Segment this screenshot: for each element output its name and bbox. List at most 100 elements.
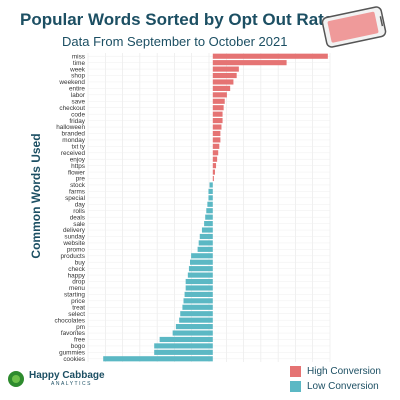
tick-label-website: website (62, 240, 85, 247)
tick-label-pre: pre (76, 176, 86, 183)
tick-label-treat: treat (72, 304, 85, 311)
bar-free (159, 336, 213, 343)
bar-day (207, 201, 213, 207)
bar-save (212, 98, 225, 104)
bar-code (212, 111, 223, 117)
tick-label-stock: stock (70, 182, 86, 189)
tick-label-txt-ty: txt ty (72, 144, 86, 151)
bar-pre (212, 175, 214, 182)
bar-labor (212, 92, 227, 98)
tick-label-monday: monday (62, 137, 86, 144)
bar-website (198, 240, 213, 246)
bar-halloween (212, 124, 222, 130)
tick-label-chocolates: chocolates (54, 317, 85, 324)
tick-label-save: save (72, 98, 86, 105)
tick-label-free: free (74, 337, 85, 344)
tick-label-promo: promo (67, 247, 86, 254)
tick-label-favorites: favorites (61, 330, 85, 337)
tick-label-week: week (69, 66, 86, 73)
legend-item-low: Low Conversion (290, 379, 381, 393)
bar-check (188, 266, 213, 272)
bar-delivery (201, 227, 213, 233)
tick-label-enjoy: enjoy (70, 156, 86, 163)
bar-flower (212, 169, 215, 175)
bar-shop (212, 72, 237, 79)
tick-label-rolls: rolls (73, 208, 85, 215)
tick-label-flower: flower (68, 169, 86, 176)
chart-title: Popular Words Sorted by Opt Out Rate (20, 10, 334, 29)
legend-item-high: High Conversion (290, 364, 381, 378)
legend-label-low: Low Conversion (307, 380, 379, 392)
tick-label-weekend: weekend (58, 79, 85, 86)
tick-label-happy: happy (68, 272, 86, 279)
bar-products (191, 253, 213, 259)
legend: High Conversion Low Conversion (290, 364, 381, 394)
tick-label-gummies: gummies (59, 350, 85, 357)
tick-label-https: https (71, 163, 85, 170)
brand-name: Happy Cabbage (29, 370, 105, 381)
tick-label-products: products (60, 253, 85, 260)
bar-select (180, 311, 213, 317)
tick-label-buy: buy (75, 259, 86, 266)
bar-promo (197, 246, 213, 252)
tick-label-day: day (75, 201, 86, 208)
chart-subtitle: Data From September to October 2021 (62, 34, 288, 49)
tick-label-check: check (68, 266, 85, 273)
bar-txt-ty (212, 143, 220, 149)
bar-cookies (103, 356, 213, 362)
tick-label-shop: shop (71, 73, 85, 80)
bar-buy (190, 259, 213, 265)
bar-checkout (212, 105, 224, 111)
bar-treat (182, 304, 213, 310)
tick-label-miss: miss (72, 53, 85, 60)
tick-label-received: received (61, 150, 86, 157)
bar-chocolates (179, 317, 213, 323)
tick-label-select: select (68, 311, 85, 318)
tick-label-branded: branded (62, 131, 86, 138)
tick-label-sunday: sunday (64, 234, 85, 241)
bar-weekend (212, 79, 234, 85)
bar-miss (212, 53, 328, 59)
tick-label-labor: labor (71, 92, 86, 99)
bar-sunday (199, 233, 213, 240)
tick-label-sale: sale (73, 221, 85, 228)
legend-swatch-high (290, 365, 301, 377)
tick-label-price: price (71, 298, 85, 305)
bar-enjoy (212, 156, 218, 162)
phone-icon (321, 6, 387, 48)
bar-entire (212, 85, 231, 91)
bar-farms (208, 188, 213, 194)
bar-price (183, 298, 213, 304)
tick-label-pm: pm (76, 324, 85, 331)
tick-label-starting: starting (64, 292, 85, 299)
bar-bogo (154, 343, 213, 349)
tick-label-time: time (73, 60, 86, 67)
bar-deals (205, 214, 213, 220)
bar-happy (187, 272, 213, 278)
bar-week (212, 66, 239, 72)
tick-label-delivery: delivery (63, 227, 86, 234)
cabbage-icon (8, 370, 24, 387)
tick-label-entire: entire (69, 86, 85, 93)
tick-label-friday: friday (69, 118, 85, 125)
tick-label-farms: farms (69, 189, 85, 196)
brand-subtitle: ANALYTICS (51, 381, 92, 387)
tick-label-deals: deals (70, 214, 85, 221)
bar-received (212, 150, 219, 156)
bar-friday (212, 118, 223, 124)
legend-swatch-low (290, 380, 301, 392)
tick-label-menu: menu (69, 285, 85, 292)
tick-label-checkout: checkout (59, 105, 85, 112)
tick-label-cookies: cookies (63, 356, 85, 363)
bar-branded (212, 130, 221, 137)
bar-monday (212, 137, 221, 143)
brand-logo: Happy Cabbage ANALYTICS (8, 370, 105, 387)
tick-label-code: code (71, 111, 85, 118)
bar-https (212, 163, 217, 169)
bar-stock (209, 182, 213, 188)
tick-label-special: special (65, 195, 85, 202)
bar-special (208, 195, 213, 201)
bar-time (212, 60, 287, 66)
bar-menu (185, 285, 213, 291)
